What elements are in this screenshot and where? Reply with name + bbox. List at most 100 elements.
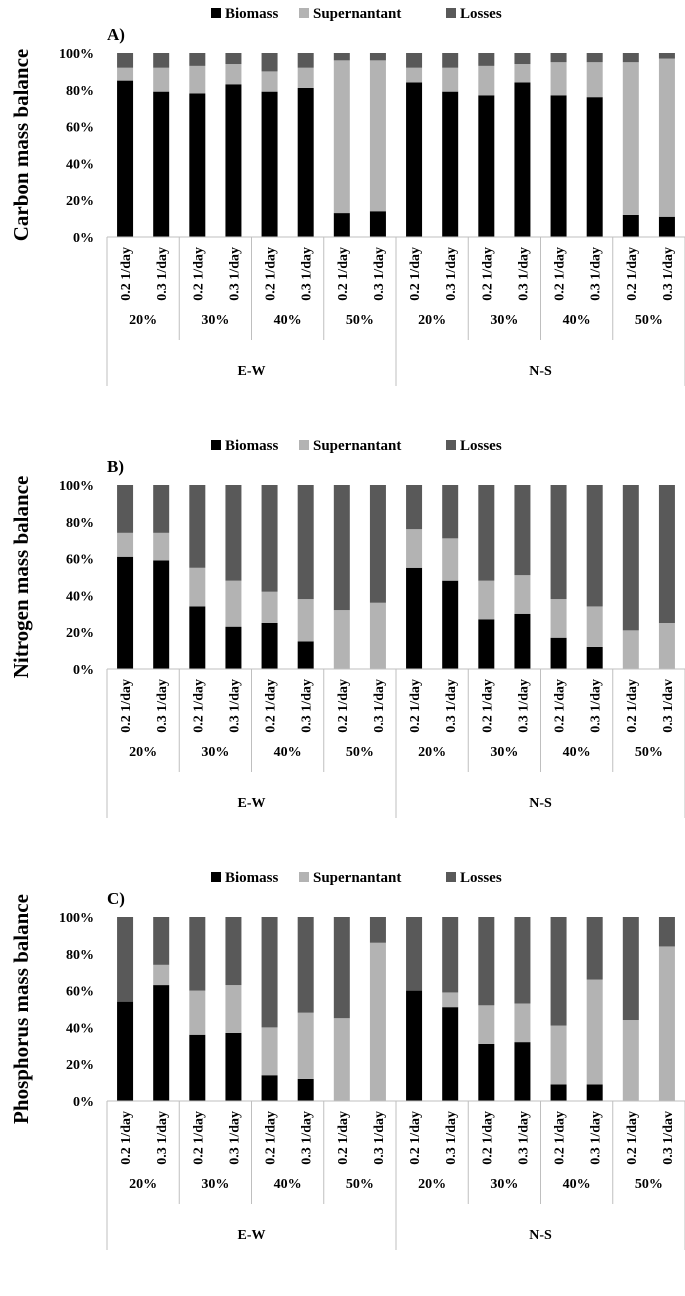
x-group-label: 50%: [346, 745, 374, 760]
x-group-label: 20%: [418, 1177, 446, 1192]
legend-swatch-losses: [446, 440, 456, 450]
x-group-label: 30%: [490, 313, 518, 328]
x-category-label: 0.3 1/day: [444, 1111, 459, 1165]
legend-label-losses: Losses: [460, 438, 502, 454]
x-category-label: 0.3 1/day: [661, 247, 676, 301]
bar-biomass: [333, 213, 350, 237]
x-group-label: 40%: [563, 745, 591, 760]
x-category-label: 0.3 1/day: [372, 679, 387, 733]
bar-supernantant: [261, 71, 278, 92]
bar-losses: [225, 53, 242, 65]
bar-losses: [478, 53, 495, 66]
x-outer-label: N-S: [529, 1228, 552, 1243]
bar-supernantant: [406, 67, 423, 83]
bar-losses: [622, 53, 639, 63]
legend-swatch-losses: [446, 8, 456, 18]
bar-supernantant: [333, 1018, 350, 1101]
bar-biomass: [261, 623, 278, 669]
panel-label: A): [107, 25, 125, 44]
bar-biomass: [153, 91, 170, 237]
bar-biomass: [297, 1078, 314, 1101]
bar-supernantant: [117, 532, 134, 557]
x-category-label: 0.2 1/day: [553, 679, 568, 733]
x-group-label: 20%: [418, 745, 446, 760]
bar-biomass: [153, 985, 170, 1101]
x-group-label: 50%: [635, 1177, 663, 1192]
x-category-label: 0.2 1/day: [119, 679, 134, 733]
legend-label-biomass: Biomass: [225, 438, 279, 454]
bar-biomass: [261, 1075, 278, 1101]
bar-losses: [514, 53, 531, 65]
x-group-label: 50%: [635, 745, 663, 760]
legend: Biomass Supernantant Losses: [211, 438, 502, 454]
bar-supernantant: [297, 599, 314, 642]
bar-losses: [369, 53, 386, 61]
x-category-label: 0.3 1/day: [227, 1111, 242, 1165]
bar-losses: [117, 485, 134, 533]
bar-losses: [333, 53, 350, 61]
x-group-label: 40%: [274, 313, 302, 328]
bar-losses: [406, 917, 423, 991]
x-category-label: 0.3 1/dav: [661, 679, 676, 733]
bar-supernantant: [550, 1025, 567, 1085]
bar-biomass: [550, 1084, 567, 1101]
y-tick-label: 0%: [73, 663, 94, 678]
bar-biomass: [550, 95, 567, 237]
x-category-label: 0.3 1/day: [589, 247, 604, 301]
x-category-label: 0.2 1/day: [336, 1111, 351, 1165]
bar-supernantant: [297, 1012, 314, 1079]
bar-losses: [478, 485, 495, 581]
bar-biomass: [586, 1084, 603, 1101]
chart-panel-2: Biomass Supernantant Losses B) Nitrogen mass…: [9, 438, 685, 818]
x-category-label: 0.2 1/day: [480, 247, 495, 301]
x-group-label: 20%: [129, 1177, 157, 1192]
bar-supernantant: [225, 64, 242, 85]
x-category-label: 0.3 1/day: [227, 247, 242, 301]
y-axis-label: Carbon mass balance: [9, 49, 33, 242]
x-group-label: 20%: [129, 313, 157, 328]
x-category-label: 0.2 1/day: [408, 247, 423, 301]
panel-label: B): [107, 457, 124, 476]
bar-supernantant: [333, 60, 350, 214]
bar-losses: [153, 485, 170, 533]
bar-supernantant: [153, 964, 170, 986]
bar-biomass: [514, 613, 531, 669]
bar-losses: [189, 53, 206, 66]
bar-losses: [478, 917, 495, 1006]
legend-swatch-supernantant: [299, 8, 309, 18]
x-category-label: 0.2 1/day: [480, 679, 495, 733]
bar-biomass: [622, 214, 639, 237]
bar-supernantant: [658, 623, 675, 669]
bar-losses: [333, 485, 350, 611]
x-group-label: 40%: [274, 745, 302, 760]
bar-losses: [406, 53, 423, 68]
x-category-label: 0.3 1/day: [516, 1111, 531, 1165]
x-outer-label: E-W: [238, 1228, 266, 1243]
legend-label-losses: Losses: [460, 870, 502, 886]
bar-supernantant: [153, 67, 170, 92]
y-tick-label: 40%: [66, 157, 94, 172]
bar-biomass: [225, 84, 242, 237]
y-tick-label: 80%: [66, 948, 94, 963]
bar-losses: [153, 917, 170, 965]
bar-losses: [658, 485, 675, 623]
x-outer-label: E-W: [238, 796, 266, 811]
x-category-label: 0.2 1/day: [625, 1111, 640, 1165]
bar-supernantant: [225, 580, 242, 627]
y-tick-label: 20%: [66, 194, 94, 209]
bar-losses: [442, 917, 459, 993]
x-category-label: 0.3 1/day: [155, 679, 170, 733]
bar-supernantant: [153, 532, 170, 561]
y-tick-label: 100%: [59, 479, 94, 494]
bar-losses: [586, 917, 603, 980]
legend-swatch-supernantant: [299, 440, 309, 450]
legend: Biomass Supernantant Losses: [211, 6, 502, 22]
legend-label-supernantant: Supernantant: [313, 870, 401, 886]
bar-losses: [261, 917, 278, 1028]
y-tick-label: 60%: [66, 121, 94, 136]
bar-supernantant: [442, 538, 459, 581]
x-group-label: 30%: [490, 745, 518, 760]
x-category-label: 0.2 1/day: [191, 247, 206, 301]
y-axis-label: Nitrogen mass balance: [9, 476, 33, 679]
